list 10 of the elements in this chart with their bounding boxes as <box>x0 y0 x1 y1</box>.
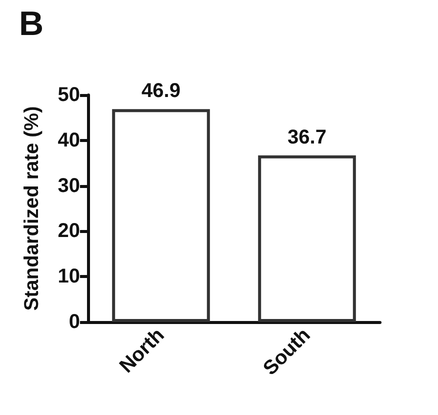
y-tick-label: 20 <box>58 220 80 242</box>
data-label: 46.9 <box>142 80 180 102</box>
y-tick-label: 0 <box>68 311 80 333</box>
data-label: 36.7 <box>288 126 326 148</box>
y-tick-label: 40 <box>58 129 80 152</box>
chart-title: B <box>19 5 44 43</box>
y-tick-label: 50 <box>58 84 80 106</box>
y-tick-label: 30 <box>58 174 80 197</box>
y-tick-label: 10 <box>58 266 80 288</box>
y-axis-title: Standardized rate (%) <box>21 106 43 311</box>
